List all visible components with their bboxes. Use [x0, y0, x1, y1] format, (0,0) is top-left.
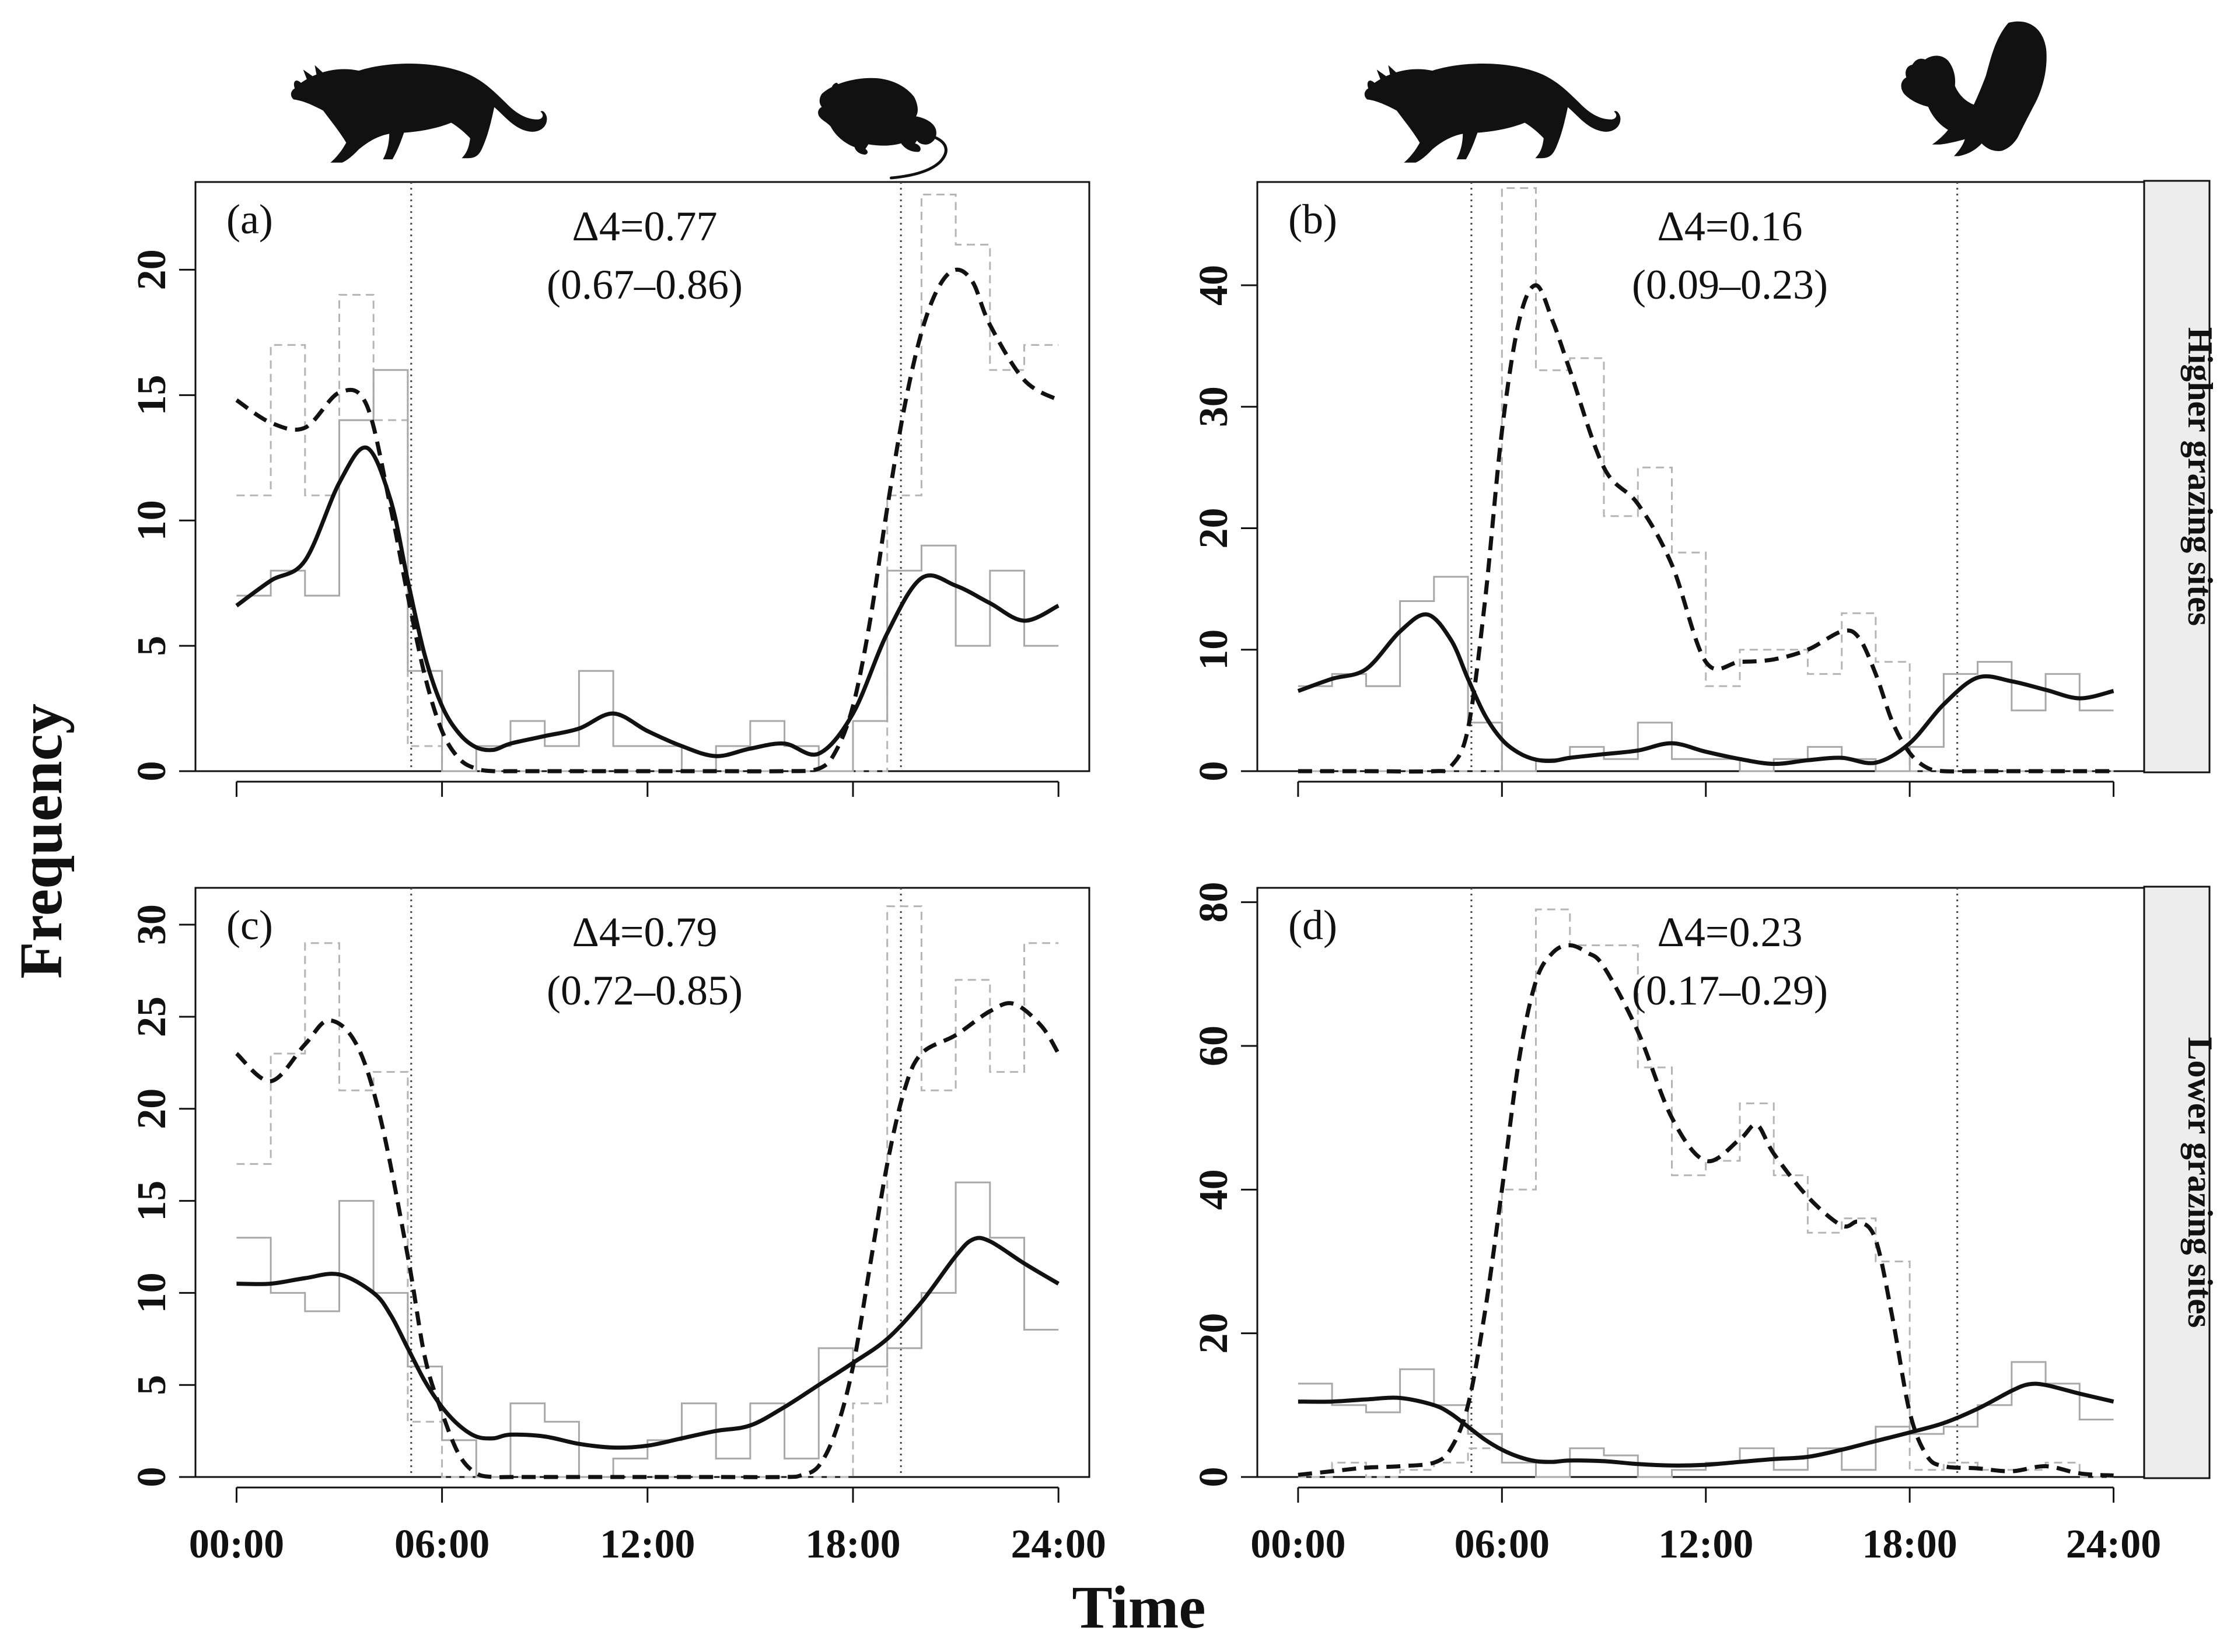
overlap-coefficient: Δ4=0.16 [1658, 203, 1803, 250]
histogram-solid [236, 1181, 1059, 1478]
panel-d: 0 20 40 60 80 00:00 06:00 12:00 18:00 24:00 (d) Δ4=… [1191, 882, 2219, 1567]
x-tick-label: 24:00 [2066, 1522, 2161, 1567]
histogram-dashed [236, 194, 1059, 772]
panel-label: (b) [1288, 196, 1337, 243]
y-tick-label: 5 [130, 1375, 174, 1395]
y-tick-label: 0 [1191, 1467, 1236, 1488]
panel-a: 0 5 10 15 20 (a) Δ4=0.77 (0.67–0.86) [130, 181, 1090, 797]
y-tick-label: 80 [1191, 882, 1236, 923]
overlap-coefficient: Δ4=0.79 [572, 909, 718, 956]
cat-density-line [1297, 612, 2114, 766]
y-tick-label: 5 [130, 636, 174, 656]
x-tick-label: 06:00 [1455, 1522, 1550, 1567]
histogram-dashed [236, 905, 1059, 1478]
rat-density-line [235, 1001, 1061, 1479]
y-tick-label: 40 [1191, 1169, 1236, 1210]
panel-label: (d) [1288, 902, 1337, 949]
overlap-coefficient: Δ4=0.23 [1658, 909, 1803, 956]
y-tick-label: 10 [1191, 629, 1236, 670]
y-tick-label: 40 [1191, 265, 1236, 306]
cat-silhouette-icon [291, 64, 547, 163]
x-tick-label: 18:00 [805, 1522, 900, 1567]
y-tick-label: 0 [1191, 761, 1236, 782]
y-tick-label: 20 [130, 249, 174, 290]
x-tick-label: 00:00 [189, 1522, 284, 1567]
y-tick-label: 10 [130, 500, 174, 541]
row-strip [2143, 180, 2211, 774]
cat-density-line [236, 1236, 1060, 1450]
x-tick-label: 06:00 [394, 1522, 490, 1567]
panel-label: (c) [226, 902, 273, 949]
rat-silhouette-icon [818, 78, 946, 178]
histogram-solid [1298, 1361, 2114, 1478]
panel-c: 0 5 10 15 20 25 30 00:00 06:00 12:00 18:00 24:00 (c)… [130, 887, 1106, 1567]
y-tick-label: 10 [130, 1272, 174, 1313]
y-tick-label: 0 [130, 761, 174, 782]
cat-density-line [235, 445, 1060, 758]
y-tick-label: 15 [130, 1181, 174, 1222]
y-tick-label: 20 [130, 1088, 174, 1129]
squirrel-density-line [1298, 943, 2114, 1478]
histogram-solid [1298, 576, 2114, 772]
row-strip-label: Higher grazing sites [2181, 327, 2219, 626]
x-tick-label: 12:00 [1658, 1522, 1753, 1567]
squirrel-silhouette-icon [1901, 21, 2047, 156]
y-tick-label: 30 [130, 904, 174, 945]
y-tick-label: 30 [1191, 386, 1236, 427]
x-tick-label: 24:00 [1011, 1522, 1106, 1567]
overlap-confidence-interval: (0.09–0.23) [1632, 261, 1828, 308]
cat-silhouette-icon [1364, 64, 1621, 163]
rat-density-line [235, 267, 1060, 774]
overlap-confidence-interval: (0.72–0.85) [547, 967, 743, 1014]
y-tick-label: 20 [1191, 508, 1236, 549]
overlap-coefficient: Δ4=0.77 [572, 203, 718, 250]
y-tick-label: 20 [1191, 1313, 1236, 1354]
y-tick-label: 15 [130, 374, 174, 415]
x-axis-title: Time [1072, 1574, 1205, 1641]
y-tick-label: 60 [1191, 1026, 1236, 1066]
squirrel-density-line [1298, 283, 2114, 774]
x-tick-label: 00:00 [1250, 1522, 1345, 1567]
histogram-dashed [1298, 908, 2114, 1478]
panels-layer: 0 5 10 15 20 (a) Δ4=0.77 (0.67–0.86) 0 10 20 30 40 (b… [130, 180, 2219, 1567]
cat-density-line [1298, 1381, 2114, 1468]
panel-b: 0 10 20 30 40 (b) Δ4=0.16 (0.09–0.23) Higher gra… [1191, 180, 2219, 797]
y-tick-label: 0 [130, 1467, 174, 1488]
histogram-solid [236, 369, 1059, 772]
overlap-confidence-interval: (0.67–0.86) [547, 261, 743, 308]
row-strip-label: Lower grazing sites [2181, 1037, 2219, 1328]
panel-label: (a) [226, 196, 273, 243]
x-tick-label: 18:00 [1862, 1522, 1957, 1567]
y-axis-title: Frequency [8, 704, 75, 979]
x-tick-label: 12:00 [600, 1522, 695, 1567]
overlap-confidence-interval: (0.17–0.29) [1632, 967, 1828, 1014]
y-tick-label: 25 [130, 996, 174, 1037]
row-strip [2143, 886, 2211, 1479]
